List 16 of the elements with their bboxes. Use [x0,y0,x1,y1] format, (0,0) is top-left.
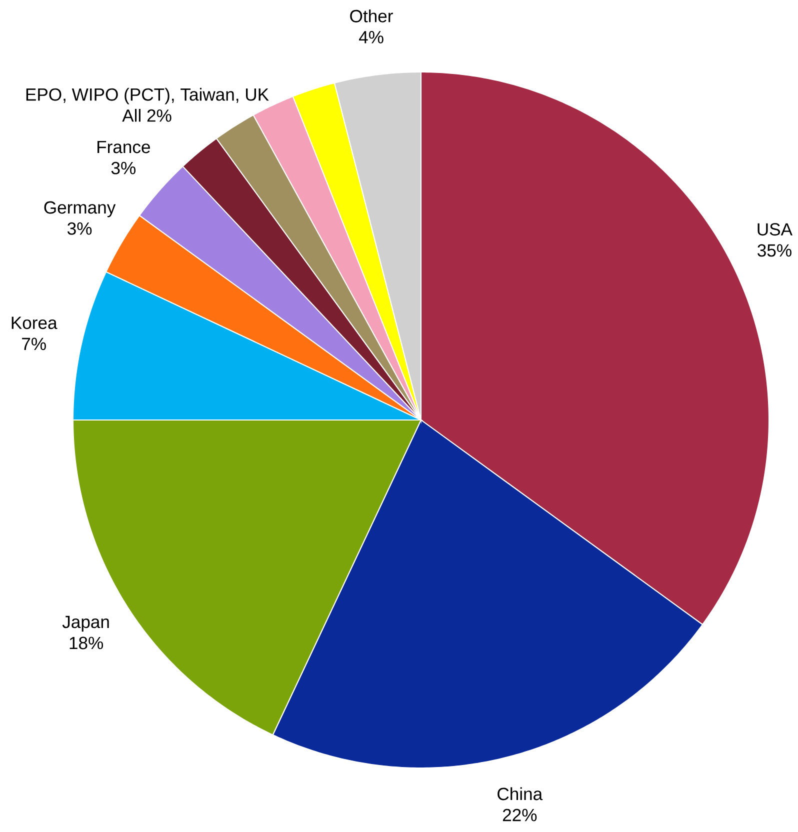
text: All 2% [122,108,172,122]
data-label: 22% [502,808,536,822]
data-label: 18% [70,636,103,650]
data-label: 3% [67,222,92,235]
data-label: 3% [111,162,136,174]
slice-label: Germany [44,201,116,218]
text: EPO, WIPO (PCT), Taiwan, UK [26,88,269,104]
slice-label: Korea [12,316,58,330]
data-label: 7% [22,338,46,350]
data-label: 35% [757,244,792,257]
slice-label: Other [350,9,393,22]
slice-label: USA [758,223,792,236]
slice-label: France [97,140,150,154]
slice-label: China [497,787,542,800]
data-label: 4% [358,31,384,44]
slice-label: Japan [62,616,109,632]
